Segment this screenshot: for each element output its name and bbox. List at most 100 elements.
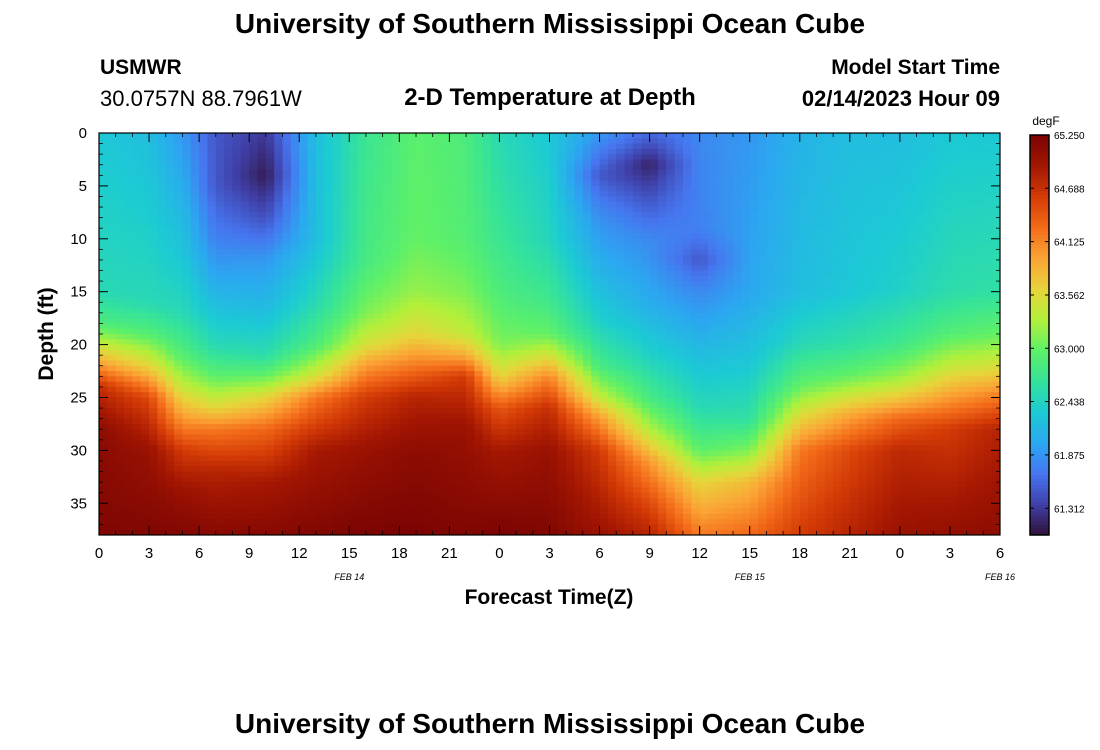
heatmap-cell <box>307 492 317 499</box>
heatmap-cell <box>566 339 576 346</box>
heatmap-cell <box>207 360 217 367</box>
heatmap-cell <box>357 249 367 256</box>
heatmap-cell <box>474 270 484 277</box>
heatmap-cell <box>174 318 184 325</box>
heatmap-cell <box>340 429 350 436</box>
heatmap-cell <box>299 524 309 531</box>
heatmap-cell <box>365 217 375 224</box>
heatmap-cell <box>115 508 125 515</box>
heatmap-cell <box>282 339 292 346</box>
heatmap-cell <box>591 323 601 330</box>
heatmap-cell <box>491 201 501 208</box>
heatmap-cell <box>174 228 184 235</box>
heatmap-cell <box>616 460 626 467</box>
heatmap-cell <box>157 133 167 139</box>
heatmap-cell <box>549 143 559 150</box>
heatmap-cell <box>232 249 242 256</box>
heatmap-cell <box>132 286 142 293</box>
heatmap-cell <box>390 143 400 150</box>
heatmap-cell <box>482 318 492 325</box>
heatmap-cell <box>524 164 534 171</box>
heatmap-cell <box>449 471 459 478</box>
heatmap-cell <box>382 222 392 229</box>
heatmap-cell <box>557 381 567 388</box>
heatmap-cell <box>157 249 167 256</box>
heatmap-cell <box>107 302 117 309</box>
heatmap-cell <box>249 212 259 219</box>
heatmap-cell <box>482 164 492 171</box>
heatmap-cell <box>182 423 192 430</box>
heatmap-cell <box>282 222 292 229</box>
heatmap-cell <box>307 487 317 494</box>
heatmap-cell <box>224 413 234 420</box>
heatmap-cell <box>607 386 617 393</box>
heatmap-cell <box>507 244 517 250</box>
heatmap-cell <box>466 275 476 282</box>
heatmap-cell <box>224 386 234 393</box>
heatmap-cell <box>215 222 225 229</box>
heatmap-cell <box>357 207 367 213</box>
heatmap-cell <box>299 408 309 414</box>
heatmap-cell <box>641 259 651 266</box>
heatmap-cell <box>524 492 534 499</box>
heatmap-cell <box>499 254 509 261</box>
heatmap-cell <box>416 159 425 166</box>
heatmap-cell <box>265 381 275 388</box>
heatmap-cell <box>274 249 284 256</box>
heatmap-cell <box>416 349 425 356</box>
heatmap-cell <box>340 275 350 282</box>
heatmap-cell <box>99 133 108 139</box>
heatmap-cell <box>541 524 551 531</box>
heatmap-cell <box>290 275 300 282</box>
heatmap-cell <box>107 408 117 414</box>
heatmap-cell <box>432 312 442 319</box>
heatmap-cell <box>249 360 259 367</box>
heatmap-cell <box>624 286 634 293</box>
heatmap-cell <box>274 355 284 362</box>
heatmap-cell <box>390 418 400 425</box>
heatmap-cell <box>199 328 209 335</box>
heatmap-cell <box>99 196 108 203</box>
heatmap-cell <box>424 450 434 457</box>
heatmap-cell <box>582 212 592 219</box>
heatmap-cell <box>399 529 409 535</box>
heatmap-cell <box>374 170 384 176</box>
heatmap-cell <box>441 497 450 504</box>
heatmap-cell <box>574 185 584 192</box>
heatmap-cell <box>607 323 617 330</box>
heatmap-cell <box>282 344 292 351</box>
heatmap-cell <box>199 334 209 340</box>
heatmap-cell <box>340 392 350 399</box>
heatmap-cell <box>190 180 200 187</box>
heatmap-cell <box>132 212 142 219</box>
heatmap-cell <box>449 138 459 145</box>
heatmap-cell <box>491 249 501 256</box>
heatmap-cell <box>582 180 592 187</box>
heatmap-cell <box>257 281 267 287</box>
heatmap-cell <box>616 291 626 298</box>
heatmap-cell <box>532 418 542 425</box>
heatmap-cell <box>499 201 509 208</box>
heatmap-cell <box>374 222 384 229</box>
heatmap-cell <box>549 529 559 535</box>
heatmap-cell <box>399 381 409 388</box>
heatmap-cell <box>457 386 467 393</box>
heatmap-cell <box>349 513 359 520</box>
heatmap-cell <box>616 371 626 377</box>
heatmap-cell <box>616 254 626 261</box>
heatmap-cell <box>240 344 250 351</box>
heatmap-cell <box>616 497 626 504</box>
heatmap-cell <box>449 270 459 277</box>
heatmap-cell <box>516 413 526 420</box>
heatmap-cell <box>524 413 534 420</box>
heatmap-cell <box>174 170 184 176</box>
heatmap-cell <box>549 238 559 245</box>
heatmap-cell <box>249 217 259 224</box>
heatmap-cell <box>274 217 284 224</box>
heatmap-cell <box>182 434 192 441</box>
heatmap-cell <box>482 191 492 198</box>
heatmap-cell <box>599 524 609 531</box>
heatmap-cell <box>349 170 359 176</box>
heatmap-cell <box>616 312 626 319</box>
heatmap-cell <box>416 423 425 430</box>
